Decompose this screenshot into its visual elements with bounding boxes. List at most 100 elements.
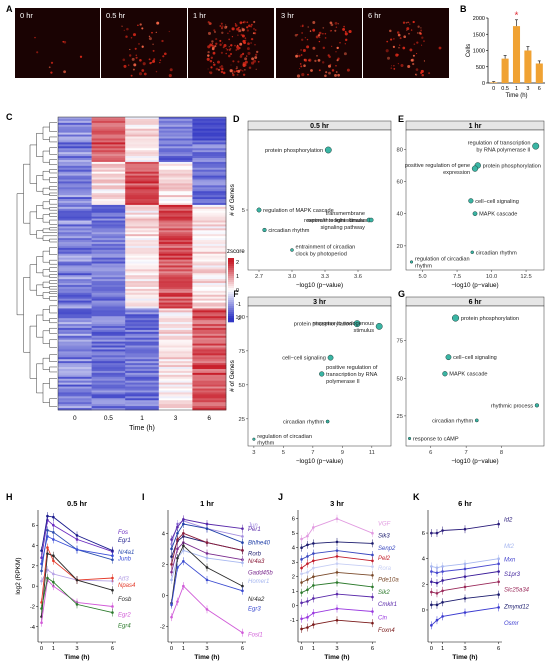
bar-0	[490, 82, 498, 83]
heatmap-cell	[91, 384, 126, 387]
heatmap-cell	[125, 189, 160, 192]
series-point	[430, 624, 433, 627]
spot	[143, 72, 147, 76]
heatmap-cell	[192, 171, 227, 174]
legend-swatch	[228, 292, 234, 295]
heatmap-cell	[125, 226, 160, 229]
heatmap-cell	[125, 230, 160, 233]
spot	[253, 20, 256, 24]
heatmap-cell	[158, 343, 193, 346]
heatmap-cell	[58, 370, 92, 374]
spot	[215, 67, 219, 71]
heatmap-cell	[192, 210, 227, 214]
heatmap-cell	[91, 316, 126, 319]
heatmap-cell	[125, 318, 160, 321]
heatmap-cell	[125, 367, 160, 370]
heatmap-cell	[158, 179, 193, 182]
spot	[163, 52, 167, 56]
go-point	[442, 371, 448, 377]
spot	[318, 40, 321, 43]
heatmap-cell	[91, 193, 126, 196]
heatmap-cell	[192, 294, 227, 298]
heatmap-cell	[125, 370, 160, 374]
heatmap-cell	[58, 277, 92, 280]
spot	[321, 61, 325, 64]
spot	[304, 58, 308, 62]
heatmap-cell	[125, 343, 160, 346]
heatmap-cell	[192, 232, 227, 235]
heatmap-cell	[125, 177, 160, 180]
series-point	[170, 603, 173, 607]
heatmap-cell	[58, 159, 92, 163]
spot	[412, 20, 415, 24]
heatmap-cell	[58, 150, 92, 153]
x-tick-label: 0	[492, 86, 495, 92]
x-tick-label: 3	[75, 646, 78, 652]
y-tick-label: -2	[30, 604, 35, 610]
series-label-Cmklr1: Cmklr1	[378, 602, 397, 608]
heatmap-cell	[158, 199, 193, 202]
series-point	[111, 554, 114, 557]
series-point	[40, 569, 43, 573]
legend-swatch	[228, 298, 234, 301]
heatmap-cell	[158, 197, 193, 200]
y-tick-label: 500	[476, 65, 485, 71]
heatmap-cell	[192, 286, 227, 290]
spot	[393, 67, 396, 70]
heatmap-cell	[158, 316, 193, 319]
spot	[255, 68, 257, 70]
plot-area	[247, 305, 392, 447]
go-point	[534, 403, 540, 408]
spot	[246, 29, 250, 32]
heatmap-cell	[192, 226, 227, 229]
heatmap-cell	[125, 324, 160, 327]
y-tick-label: 2	[292, 575, 295, 581]
heatmap-cell	[91, 378, 126, 382]
heatmap-cell	[192, 120, 227, 124]
spot	[242, 73, 246, 77]
heatmap-cell	[192, 400, 227, 403]
series-point	[52, 523, 55, 527]
heatmap-cell	[158, 261, 193, 264]
spot	[231, 27, 235, 31]
go-point	[324, 146, 332, 154]
heatmap-cell	[192, 271, 227, 274]
spot	[227, 32, 229, 34]
x-axis-label: −log10 (p−value)	[451, 458, 498, 465]
heatmap-cell	[158, 212, 193, 216]
heatmap-cell	[58, 253, 92, 257]
go-point-label: regulation of circadian rhythm	[415, 257, 470, 270]
heatmap-cell	[158, 132, 193, 135]
heatmap-cell	[125, 142, 160, 145]
heatmap-cell	[158, 189, 193, 192]
heatmap-cell	[58, 331, 92, 335]
series-point	[463, 611, 467, 614]
spot	[343, 52, 347, 56]
heatmap-cell	[192, 154, 227, 157]
heatmap-cell	[58, 359, 92, 362]
time-label: 6 hr	[368, 11, 381, 20]
heatmap-cell	[192, 404, 227, 407]
legend-tick-label: 2	[236, 260, 239, 266]
heatmap-cell	[58, 335, 92, 339]
heatmap-cell	[58, 374, 92, 378]
heatmap-cell	[91, 156, 126, 159]
heatmap-cell	[158, 134, 193, 137]
heatmap-cell	[125, 308, 160, 311]
heatmap-cell	[125, 333, 160, 337]
series-label-Fosl1: Fosl1	[248, 633, 263, 639]
heatmap-cell	[158, 353, 193, 356]
spot	[236, 67, 238, 69]
heatmap-cell	[158, 327, 193, 331]
spot	[412, 62, 415, 66]
series-point	[241, 527, 244, 530]
spot	[420, 69, 424, 73]
spot	[300, 54, 303, 56]
heatmap-cell	[158, 283, 193, 286]
heatmap-cell	[192, 406, 227, 409]
heatmap-cell	[125, 212, 160, 216]
heatmap-cell	[125, 294, 160, 298]
series-point	[371, 573, 374, 577]
heatmap-cell	[158, 404, 193, 407]
